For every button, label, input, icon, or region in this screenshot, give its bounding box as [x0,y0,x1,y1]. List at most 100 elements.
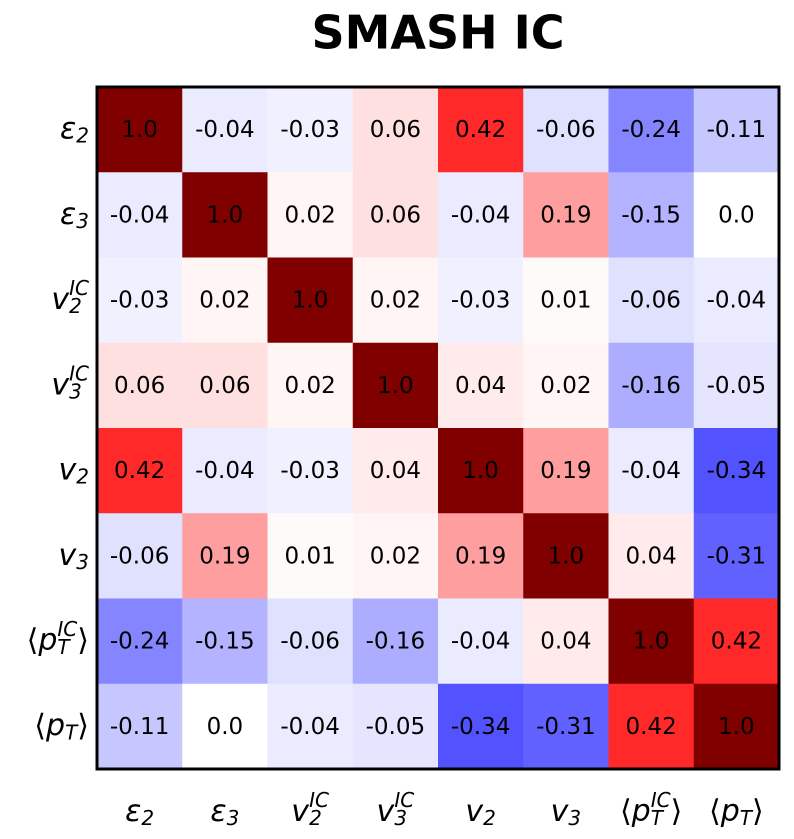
cell [182,428,268,514]
cell [267,342,354,429]
label-sub: 2 [309,806,322,830]
cell [438,257,524,344]
cell-label: -0.05 [707,373,767,399]
cell [438,598,524,685]
label-close: ⟩ [77,623,89,658]
label-base: ε [210,794,226,829]
cell [182,598,268,685]
cell-label: -0.11 [707,117,767,143]
cell [608,683,695,770]
cell-label: 0.06 [114,373,165,399]
cell [438,513,524,599]
cell-label: -0.34 [707,458,767,484]
label-sub: T [57,635,71,659]
cell [438,683,524,770]
cell [182,342,268,429]
cell [693,257,780,344]
cell-label: -0.04 [451,202,511,228]
label-sub: 2 [76,123,89,147]
cell [352,342,439,429]
label-close: ⟩ [77,708,89,743]
cell-label: -0.03 [280,458,340,484]
cell-label: -0.06 [280,629,340,655]
label-base: p [37,623,57,658]
label-sub: 2 [76,464,89,488]
cell [523,513,609,599]
cell [523,683,609,770]
cell-label: -0.04 [195,458,255,484]
y-tick-label: ⟨pTIC⟩ [27,617,89,659]
cell-label: -0.04 [280,714,340,740]
cell [352,683,439,770]
cell-label: -0.04 [621,458,681,484]
cell [267,513,354,599]
cell [267,428,354,514]
cell-label: 1.0 [718,714,755,740]
label-sup: IC [651,788,671,812]
label-base: v [51,367,70,402]
cell-label: 0.02 [370,543,421,569]
cell [608,513,695,599]
label-open: ⟨ [620,794,632,829]
label-sub: T [740,806,754,830]
cell [182,257,268,344]
cell-label: 0.19 [199,543,250,569]
label-base: v [377,794,396,829]
cell-label: -0.31 [536,714,596,740]
cell [438,342,524,429]
cell [267,598,354,685]
label-base: ε [60,111,76,146]
x-tick-label: v3IC [377,788,415,830]
label-sub: 3 [69,379,82,403]
cell-label: -0.04 [110,202,170,228]
cell-label: 0.04 [540,629,591,655]
cell [608,598,695,685]
cell-label: 1.0 [292,288,329,314]
label-sub: T [65,720,79,744]
label-base: p [45,708,65,743]
cell [523,342,609,429]
x-tick-label: v2 [465,794,496,830]
cell [608,87,695,173]
cell [97,257,183,344]
cell [693,598,780,685]
cell-label: 0.06 [370,117,421,143]
y-tick-label: v3IC [51,361,89,403]
cell [182,87,268,173]
cell-label: 0.01 [540,288,591,314]
cell [97,428,183,514]
cell [352,172,439,258]
label-sub: 3 [568,806,581,830]
cell [608,428,695,514]
cell-label: 0.0 [718,202,755,228]
cell [693,683,780,770]
label-sup: IC [69,361,89,385]
cell [438,172,524,258]
cell [523,428,609,514]
cell-label: -0.16 [621,373,681,399]
cell [693,428,780,514]
cell [182,172,268,258]
cell [182,683,268,770]
label-base: p [720,794,740,829]
cell [352,598,439,685]
label-sup: IC [69,276,89,300]
y-tick-label: v2 [59,452,90,488]
cell-label: -0.24 [110,629,170,655]
cell-label: -0.34 [451,714,511,740]
cell [97,513,183,599]
cell [438,428,524,514]
label-base: v [59,452,78,487]
cell-label: 0.42 [626,714,677,740]
label-open: ⟨ [27,623,39,658]
chart-title: SMASH IC [311,6,564,60]
cell [693,342,780,429]
x-tick-label: v3 [551,794,582,830]
cell-label: 0.04 [626,543,677,569]
cell [97,342,183,429]
cell-label: -0.03 [110,288,170,314]
cell-label: 0.02 [540,373,591,399]
cell-label: 0.01 [285,543,336,569]
y-tick-label: v3 [59,537,90,573]
